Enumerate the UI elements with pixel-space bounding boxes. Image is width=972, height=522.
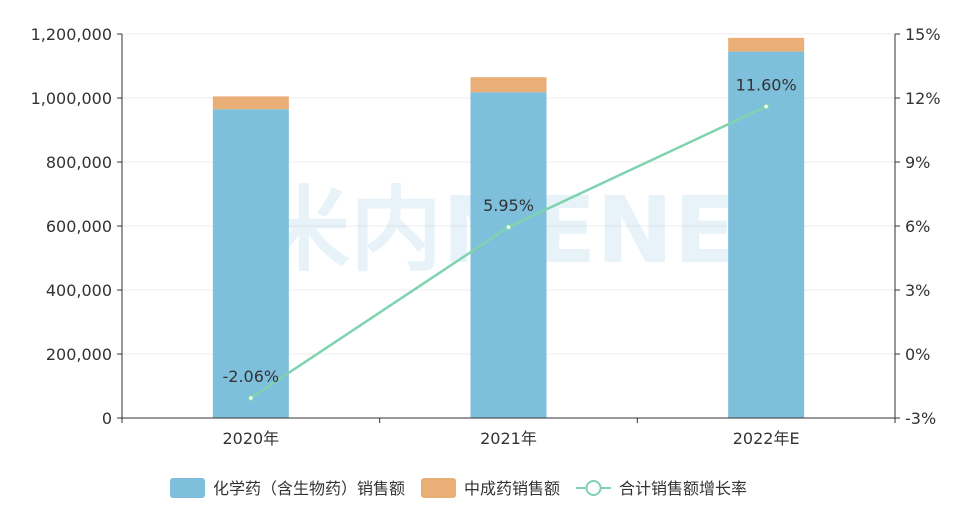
y-left-tick-label: 400,000 [46, 281, 112, 300]
growth-point [247, 394, 255, 402]
growth-data-label: 11.60% [736, 76, 797, 95]
y-left-tick-label: 600,000 [46, 217, 112, 236]
y-right-tick-label: -3% [905, 409, 936, 428]
bar-tcm [470, 77, 547, 93]
legend: 化学药（含生物药）销售额 中成药销售额 合计销售额增长率 [170, 478, 747, 498]
y-right-tick-label: 0% [905, 345, 930, 364]
data-labels: -2.06% 5.95% 11.60% [223, 76, 797, 386]
bars [212, 37, 805, 419]
growth-data-label: 5.95% [483, 196, 534, 215]
y-left-tick-label: 200,000 [46, 345, 112, 364]
growth-line [247, 103, 770, 402]
y-right-tick-label: 6% [905, 217, 930, 236]
y-right-tick-label: 9% [905, 153, 930, 172]
growth-point [505, 223, 512, 231]
x-tick-label: 2020年 [222, 429, 279, 448]
axes: 0 -3% 200,000 0% 400,000 3% 600,000 6% 800,000 9%… [31, 25, 941, 448]
y-left-tick-label: 800,000 [46, 153, 112, 172]
growth-point [762, 103, 770, 110]
legend-marker [585, 480, 602, 496]
legend-label: 化学药（含生物药）销售额 [213, 479, 405, 498]
y-left-tick-label: 0 [102, 409, 112, 428]
y-left-tick-label: 1,200,000 [31, 25, 112, 44]
y-right-tick-label: 3% [905, 281, 930, 300]
legend-swatch [421, 478, 457, 498]
bar-chemical-drug [728, 51, 805, 418]
y-right-tick-label: 15% [905, 25, 941, 44]
legend-swatch [170, 478, 205, 498]
bar-chemical-drug [470, 92, 547, 419]
y-left-tick-label: 1,000,000 [31, 89, 112, 108]
legend-label: 合计销售额增长率 [619, 479, 747, 498]
y-right-tick-label: 12% [905, 89, 941, 108]
bar-chemical-drug [212, 109, 289, 418]
x-tick-label: 2022年E [733, 429, 800, 448]
legend-label: 中成药销售额 [464, 479, 560, 498]
x-tick-label: 2021年 [480, 429, 537, 448]
bar-tcm [212, 96, 289, 110]
growth-data-label: -2.06% [223, 367, 280, 386]
bar-tcm [728, 37, 805, 52]
